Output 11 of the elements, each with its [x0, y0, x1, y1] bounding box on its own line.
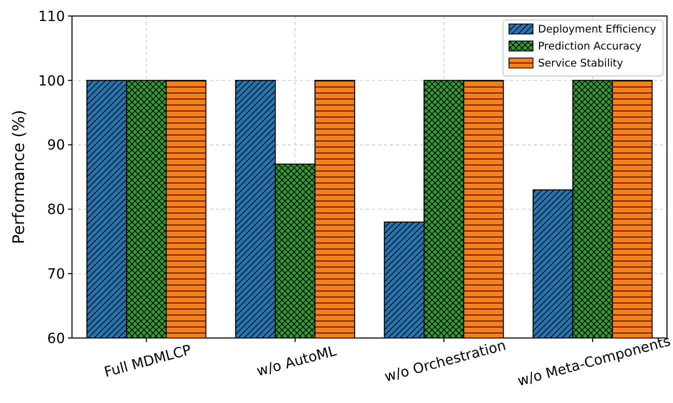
- y-tick-label: 60: [47, 330, 65, 347]
- x-tick-label: w/o AutoML: [255, 343, 338, 380]
- y-tick-label: 80: [47, 202, 65, 218]
- y-axis-title: Performance (%): [9, 110, 28, 244]
- y-tick-label: 100: [38, 73, 65, 90]
- y-tick-label: 110: [38, 8, 65, 25]
- y-tick-label: 90: [47, 138, 65, 154]
- legend-label: Deployment Efficiency: [538, 24, 656, 36]
- y-tick-label: 70: [47, 266, 65, 282]
- legend-label: Prediction Accuracy: [538, 40, 642, 53]
- legend-label: Service Stability: [538, 58, 624, 70]
